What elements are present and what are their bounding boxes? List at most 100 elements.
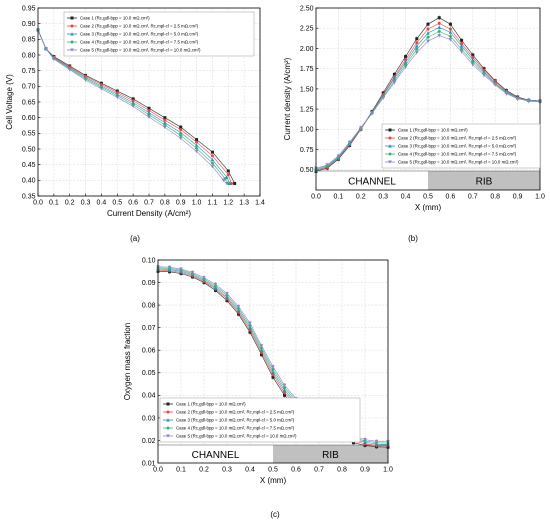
- panel-c-legend-entry-case-3: Case 3 (Rc,gdl-bpp = 10.0 mΩ.cm², Rc,mpl…: [176, 418, 295, 423]
- panel-a-legend-entry-case-2: Case 2 (Rc,gdl-bpp = 10.0 mΩ.cm², Rc,mpl…: [80, 24, 199, 29]
- panel-c-legend-marker-case-4: [166, 426, 170, 430]
- panel-b-axes-frame: [315, 7, 541, 191]
- panel-a-y-tick-label: 0.80: [22, 52, 36, 59]
- panel-c-x-tick-label: 0.5: [268, 467, 278, 474]
- panel-a-x-tick-label: 0.8: [160, 200, 170, 207]
- panel-a-legend-marker-case-1: [70, 16, 74, 20]
- panel-a-y-tick-label: 0.35: [22, 193, 36, 200]
- panel-a-y-tick-label: 0.70: [22, 84, 36, 91]
- panel-a-data-point-case-1: [179, 125, 183, 129]
- panel-a-data-point-case-1: [163, 116, 167, 120]
- panel-a-data-point-case-4: [178, 133, 183, 138]
- panel-a-x-tick-label: 0.4: [97, 200, 107, 207]
- panel-a-data-point-case-2: [147, 108, 151, 112]
- panel-a-data-point-case-3: [147, 110, 151, 115]
- panel-a-data-point-case-5: [44, 47, 48, 51]
- panel-a-y-tick-label: 0.50: [22, 146, 36, 153]
- panel-a-data-point-case-5: [67, 68, 72, 72]
- panel-c-y-tick-label: 0.02: [142, 438, 156, 445]
- panel-c-x-tick-label: 0.6: [291, 467, 301, 474]
- panel-a-y-tick-label: 0.90: [22, 21, 36, 28]
- panel-c-legend-marker-case-3: [166, 418, 170, 422]
- panel-a-data-point-case-4: [162, 122, 167, 127]
- panel-a-x-tick-label: 0.9: [176, 200, 186, 207]
- panel-a-data-point-case-5: [210, 165, 215, 169]
- panel-a-data-point-case-2: [179, 128, 183, 132]
- panel-a-x-tick-label: 0.3: [81, 200, 91, 207]
- panel-c-x-tick-label: 0.2: [199, 467, 209, 474]
- panel-a-data-point-case-5: [147, 115, 151, 119]
- panel-b-legend-entry-case-3: Case 3 (Rc,gdl-bpp = 10.0 mΩ.cm², Rc,mpl…: [398, 144, 517, 149]
- panel-b-y-tick-label: 2.25: [300, 26, 314, 33]
- panel-b-x-tick-label: 0.4: [401, 194, 411, 201]
- panel-a-x-tick-label: 0.7: [144, 200, 154, 207]
- panel-a-data-point-case-1: [226, 169, 230, 173]
- panel-a-legend-entry-case-1: Case 1 (Rc,gdl-bpp = 10.0 mΩ.cm²): [80, 16, 150, 21]
- panel-a-y-tick-label: 0.85: [22, 37, 36, 44]
- panel-a-y-tick-label: 0.75: [22, 68, 36, 75]
- panel-c-legend-marker-case-5: [166, 434, 170, 438]
- panel-a-y-tick-label: 0.40: [22, 178, 36, 185]
- panel-b-x-tick-label: 0.2: [356, 194, 366, 201]
- panel-b-legend-entry-case-1: Case 1 (Rc,gdl-bpp = 10.0 mΩ.cm²): [398, 128, 468, 133]
- panel-a-legend-entry-case-5: Case 5 (Rc,gdl-bpp = 10.0 mΩ.cm², Rc,mpl…: [80, 48, 201, 53]
- panel-b-y-axis-label: Current density (A/cm²): [283, 57, 292, 140]
- panel-b-x-tick-label: 1.0: [535, 194, 545, 201]
- panel-a-data-point-case-2: [195, 140, 199, 144]
- panel-a-legend-box: [63, 11, 255, 57]
- panel-a-data-point-case-4: [194, 146, 199, 151]
- panel-a-data-point-case-3: [210, 157, 215, 162]
- panel-c-x-tick-label: 0.8: [337, 467, 347, 474]
- panel-c-x-tick-label: 0.4: [245, 467, 255, 474]
- panel-a-data-point-case-5: [224, 181, 229, 186]
- panel-b-x-tick-label: 0.3: [378, 194, 388, 201]
- panel-b-legend-marker-case-4: [388, 152, 392, 156]
- panel-a-data-point-case-5: [52, 57, 56, 61]
- panel-a-data-point-case-5: [99, 87, 104, 91]
- panel-b-legend-entry-case-4: Case 4 (Rc,gdl-bpp = 10.0 mΩ.cm², Rc,mpl…: [398, 152, 517, 157]
- panel-b-x-axis-label: X (mm): [415, 203, 442, 212]
- panel-a-data-point-case-1: [233, 181, 237, 185]
- panel-b-channel-label: CHANNEL: [348, 177, 396, 188]
- panel-c-y-tick-label: 0.10: [142, 257, 156, 264]
- panel-a-axes-frame: [37, 7, 261, 197]
- panel-c-legend-entry-case-1: Case 1 (Rc,gdl-bpp = 10.0 mΩ.cm²): [176, 402, 246, 407]
- panel-a-data-point-case-4: [223, 176, 228, 181]
- panel-a-legend-marker-case-4: [70, 40, 74, 44]
- panel-b-y-tick-label: 2.00: [300, 46, 314, 53]
- panel-a-data-point-case-4: [226, 181, 231, 186]
- panel-a-data-point-case-3: [131, 100, 135, 105]
- panel-c-axes-frame: [157, 259, 389, 464]
- panel-a-data-point-case-3: [178, 130, 183, 135]
- panel-c-legend-box: [159, 397, 361, 443]
- panel-c-y-tick-label: 0.01: [142, 460, 156, 467]
- panel-a-data-point-case-2: [226, 173, 230, 177]
- panel-a-data-point-case-4: [147, 112, 151, 117]
- panel-b-x-tick-label: 0.0: [311, 194, 321, 201]
- panel-a-x-tick-label: 1.1: [208, 200, 218, 207]
- panel-a-data-point-case-2: [163, 118, 167, 122]
- panel-c-y-axis-label: Oxygen mass fraction: [123, 323, 132, 400]
- panel-c-x-tick-label: 0.7: [314, 467, 324, 474]
- panel-a-data-point-case-3: [194, 143, 199, 147]
- panel-c-legend-entry-case-5: Case 5 (Rc,gdl-bpp = 10.0 mΩ.cm², Rc,mpl…: [176, 434, 297, 439]
- panel-a-legend-marker-case-2: [70, 24, 74, 28]
- panel-a-x-tick-label: 0.5: [112, 200, 122, 207]
- panel-b-x-tick-label: 0.8: [490, 194, 500, 201]
- panel-b-x-tick-label: 0.7: [468, 194, 478, 201]
- panel-b-rib-label: RIB: [476, 177, 493, 188]
- panel-a-x-tick-label: 0.0: [33, 200, 43, 207]
- panel-a-data-point-case-2: [131, 99, 135, 103]
- panel-c-x-tick-label: 0.1: [176, 467, 186, 474]
- panel-c-y-tick-label: 0.09: [142, 280, 156, 287]
- panel-c-y-tick-label: 0.05: [142, 370, 156, 377]
- panel-a-data-point-case-1: [115, 89, 119, 93]
- panel-a-x-tick-label: 1.2: [223, 200, 233, 207]
- panel-b-legend-marker-case-2: [388, 136, 392, 140]
- panel-c-y-tick-label: 0.07: [142, 325, 156, 332]
- panel-b-y-tick-label: 2.50: [300, 5, 314, 12]
- panel-a-data-point-case-1: [195, 138, 199, 142]
- panel-a-data-point-case-5: [163, 125, 167, 130]
- panel-a-y-tick-label: 0.45: [22, 162, 36, 169]
